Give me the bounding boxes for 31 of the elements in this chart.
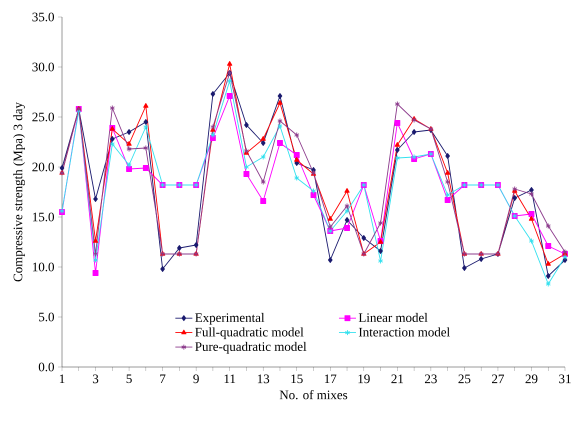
y-axis-title: Compressive strength (Mpa) 3 day <box>13 102 25 282</box>
x-tick-label: 7 <box>160 374 166 383</box>
x-tick-label: 27 <box>492 374 504 384</box>
x-tick-label: 31 <box>559 374 571 384</box>
y-tick-label: 10.0 <box>32 262 54 272</box>
legend-label: Interaction model <box>358 327 450 336</box>
x-tick-label: 1 <box>60 374 64 384</box>
legend-label: Full-quadratic model <box>195 327 304 340</box>
legend-label: Experimental <box>195 312 264 325</box>
y-tick-label: 0.0 <box>38 362 54 372</box>
y-tick-label: 30.0 <box>32 62 54 72</box>
x-tick-label: 23 <box>424 374 437 384</box>
x-tick-label: 25 <box>458 374 470 384</box>
x-tick-label: 15 <box>291 374 303 384</box>
legend-label: Linear model <box>358 312 428 322</box>
x-tick-label: 11 <box>224 374 236 384</box>
x-tick-label: 9 <box>193 374 199 384</box>
y-tick-label: 25.0 <box>32 112 54 122</box>
y-tick-label: 20.0 <box>32 162 54 172</box>
x-tick-label: 19 <box>358 374 370 384</box>
x-tick-label: 5 <box>126 374 132 384</box>
x-tick-label: 21 <box>391 374 404 384</box>
x-tick-label: 3 <box>92 374 98 384</box>
y-tick-label: 35.0 <box>32 12 54 22</box>
y-tick-label: 15.0 <box>32 212 54 222</box>
x-axis-title: No. of mixes <box>280 390 348 400</box>
x-tick-label: 29 <box>526 374 538 384</box>
x-tick-label: 13 <box>258 374 270 384</box>
x-tick-label: 17 <box>324 374 336 384</box>
y-tick-label: 5.0 <box>39 312 54 322</box>
legend-label: Pure-quadratic model <box>195 342 306 354</box>
